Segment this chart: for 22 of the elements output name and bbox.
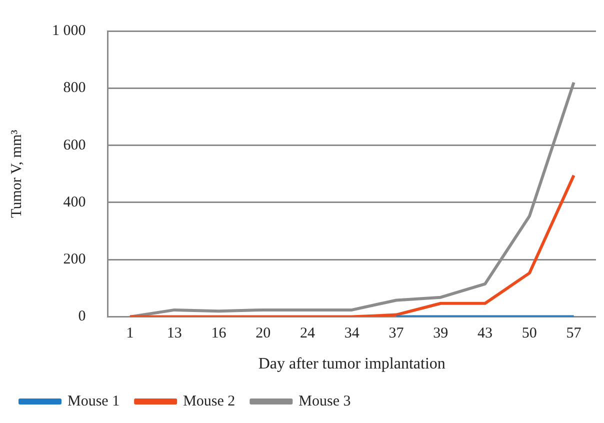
x-tick-label: 57 [566, 326, 582, 342]
y-tick-label: 400 [63, 194, 86, 210]
y-tick-label: 800 [63, 80, 86, 96]
x-tick-label: 34 [344, 326, 360, 342]
x-tick-label: 16 [211, 326, 227, 342]
x-tick-label: 20 [256, 326, 271, 342]
y-tick-label: 0 [78, 308, 86, 325]
y-tick-label: 600 [63, 137, 86, 154]
x-tick-label: 24 [300, 326, 316, 342]
x-axis-title: Day after tumor implantation [258, 356, 446, 373]
x-tick-label: 50 [522, 326, 537, 342]
x-tick-label: 37 [388, 326, 404, 342]
legend-label: Mouse 2 [183, 393, 236, 410]
y-axis-title: Tumor V, mm³ [8, 129, 25, 218]
x-tick-label: 13 [166, 326, 182, 342]
y-tick-label: 1 000 [52, 22, 86, 39]
y-tick-label: 200 [63, 252, 86, 268]
x-tick-label: 39 [433, 326, 448, 342]
x-tick-label: 1 [126, 326, 134, 342]
x-tick-label: 43 [478, 326, 493, 342]
legend-label: Mouse 3 [298, 393, 351, 410]
legend-label: Mouse 1 [68, 393, 120, 410]
